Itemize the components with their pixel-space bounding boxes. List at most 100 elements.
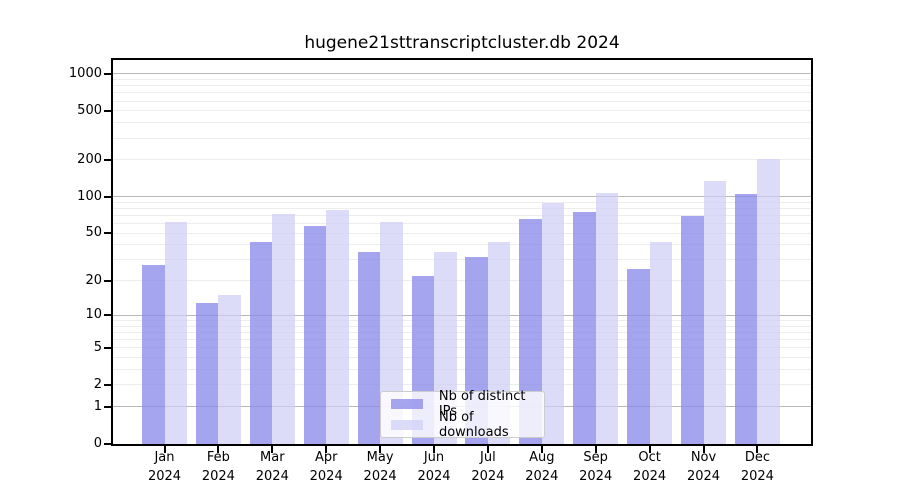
gridline <box>113 79 811 81</box>
y-tick-label: 10 <box>85 307 102 323</box>
y-tick-label: 100 <box>77 188 102 204</box>
y-tick <box>104 405 111 408</box>
y-tick-label: 1 <box>93 398 102 414</box>
gridline <box>113 208 811 210</box>
legend-item: Nb of downloads <box>391 410 544 440</box>
y-tick <box>104 442 111 445</box>
y-tick-label: 20 <box>85 272 102 288</box>
gridline <box>113 137 811 139</box>
gridline <box>113 244 811 246</box>
x-tick <box>379 446 382 453</box>
x-tick <box>433 446 435 453</box>
y-tick <box>104 158 111 161</box>
gridline <box>113 122 811 124</box>
bar-ips-aug <box>519 218 542 444</box>
gridline <box>113 232 811 234</box>
x-tick-label: Nov 2024 <box>686 450 721 484</box>
y-tick <box>104 279 111 282</box>
x-tick <box>648 446 651 453</box>
x-tick-label: Mar 2024 <box>255 450 289 484</box>
bar-ips-jan <box>142 265 165 444</box>
bar-downloads-nov <box>703 180 726 444</box>
bar-downloads-aug <box>541 203 565 444</box>
y-tick <box>104 314 111 317</box>
gridline <box>113 347 811 349</box>
x-tick <box>756 446 759 453</box>
x-tick-label: Jun 2024 <box>417 450 451 484</box>
gridline <box>113 196 811 198</box>
x-tick <box>594 446 597 453</box>
bar-ips-feb <box>195 302 219 444</box>
bar-ips-sep <box>573 211 596 444</box>
x-tick <box>486 446 489 453</box>
gridline <box>113 110 811 112</box>
gridline <box>113 215 811 217</box>
bar-downloads-mar <box>272 214 295 444</box>
x-tick-label: Oct 2024 <box>633 450 667 484</box>
legend: Nb of distinct IPs Nb of downloads <box>380 389 545 440</box>
gridline <box>113 201 811 203</box>
x-tick-label: Apr 2024 <box>309 450 343 484</box>
y-tick-label: 0 <box>93 435 102 451</box>
gridline <box>113 259 811 261</box>
gridline <box>113 85 811 87</box>
gridline <box>113 384 811 386</box>
x-tick-label: Jan 2024 <box>147 450 182 484</box>
bar-ips-nov <box>681 216 704 444</box>
gridline <box>113 369 811 371</box>
x-tick <box>271 446 274 453</box>
x-tick-label: Jul 2024 <box>471 450 505 484</box>
bar-downloads-dec <box>757 158 780 444</box>
gridline <box>113 73 811 75</box>
gridline <box>113 314 811 316</box>
x-tick-label: Aug 2024 <box>525 450 559 484</box>
x-tick-label: May 2024 <box>363 450 397 484</box>
bar-ips-oct <box>627 269 650 444</box>
gridline <box>113 320 811 322</box>
bar-downloads-may <box>380 221 403 444</box>
x-tick-label: Feb 2024 <box>201 450 235 484</box>
legend-swatch-ips <box>391 399 423 409</box>
y-tick-label: 500 <box>77 102 102 118</box>
gridline <box>113 223 811 225</box>
gridline <box>113 92 811 94</box>
x-tick-label: Sep 2024 <box>579 450 613 484</box>
bar-downloads-apr <box>326 209 349 444</box>
bar-downloads-oct <box>649 242 673 444</box>
x-tick <box>540 446 543 453</box>
x-tick <box>702 446 705 453</box>
bar-downloads-jan <box>164 221 187 444</box>
y-tick-label: 200 <box>77 151 102 167</box>
gridline <box>113 280 811 282</box>
x-tick <box>217 446 220 453</box>
legend-label: Nb of downloads <box>438 410 509 440</box>
y-tick-label: 2 <box>93 376 102 392</box>
x-tick-label: Dec 2024 <box>740 450 774 484</box>
gridline <box>113 100 811 102</box>
bar-ips-dec <box>734 194 758 444</box>
plot-area <box>111 58 813 446</box>
legend-item: Nb of distinct IPs <box>391 389 544 419</box>
legend-swatch-downloads <box>391 420 423 430</box>
y-tick <box>104 72 111 75</box>
gridline <box>113 339 811 341</box>
x-tick <box>325 446 328 453</box>
bar-downloads-feb <box>218 295 241 444</box>
y-tick-label: 50 <box>85 225 102 241</box>
y-tick-label: 1000 <box>68 65 102 81</box>
y-tick <box>104 195 111 198</box>
y-tick-label: 5 <box>93 339 102 355</box>
y-tick <box>104 383 111 386</box>
gridline <box>113 159 811 161</box>
chart-title: hugene21sttranscriptcluster.db 2024 <box>304 33 620 53</box>
bar-ips-apr <box>303 226 327 444</box>
y-tick <box>104 109 111 112</box>
gridline <box>113 357 811 359</box>
gridline <box>113 325 811 327</box>
bar-ips-may <box>357 251 381 444</box>
x-tick <box>163 446 166 453</box>
bar-ips-mar <box>249 242 273 444</box>
y-tick <box>104 346 111 349</box>
bar-downloads-sep <box>595 192 619 444</box>
